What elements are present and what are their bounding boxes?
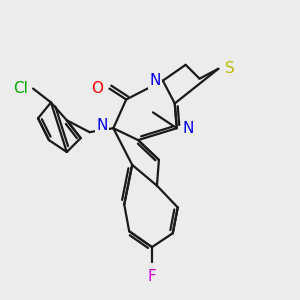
Text: O: O bbox=[92, 81, 104, 96]
Text: F: F bbox=[148, 269, 156, 284]
Text: Cl: Cl bbox=[13, 81, 28, 96]
Text: S: S bbox=[225, 61, 235, 76]
Text: N: N bbox=[96, 118, 107, 133]
Text: N: N bbox=[149, 73, 160, 88]
Text: N: N bbox=[183, 121, 194, 136]
